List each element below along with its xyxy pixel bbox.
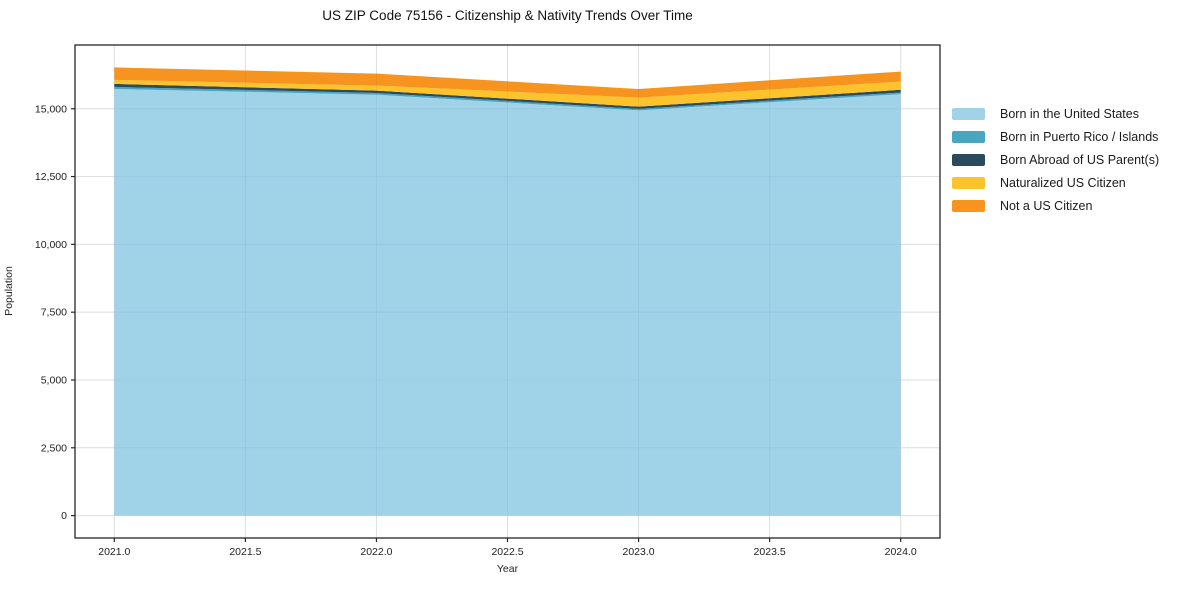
y-axis-ticks: 0 2,500 5,000 7,500 10,000 12,500 15,000 xyxy=(35,103,75,522)
area-series-2 xyxy=(114,83,901,109)
area-series-3 xyxy=(114,79,901,107)
y-tick-label: 15,000 xyxy=(35,103,67,115)
legend-item: Naturalized US Citizen xyxy=(952,171,1159,194)
y-tick-label: 12,500 xyxy=(35,171,67,183)
area-series-1 xyxy=(114,86,901,111)
x-tick-label: 2021.0 xyxy=(98,546,130,558)
x-tick-label: 2021.5 xyxy=(229,546,261,558)
x-tick-label: 2023.5 xyxy=(754,546,786,558)
legend-label: Not a US Citizen xyxy=(1000,198,1093,213)
legend-swatch xyxy=(952,176,985,189)
y-tick-label: 0 xyxy=(61,510,67,522)
x-tick-label: 2022.5 xyxy=(491,546,523,558)
x-axis-label: Year xyxy=(496,563,519,575)
y-tick-label: 10,000 xyxy=(35,239,67,251)
legend-label: Born Abroad of US Parent(s) xyxy=(1000,152,1160,167)
legend-item: Born in the United States xyxy=(952,102,1159,125)
gridlines-overlay xyxy=(75,45,940,538)
legend-swatch xyxy=(952,153,985,166)
legend-swatch xyxy=(952,107,985,120)
legend-swatch xyxy=(952,199,985,212)
area-series-4 xyxy=(114,67,901,98)
stacked-areas xyxy=(114,67,901,516)
legend-label: Born in Puerto Rico / Islands xyxy=(1000,129,1159,144)
x-tick-label: 2023.0 xyxy=(622,546,654,558)
x-tick-label: 2024.0 xyxy=(885,546,917,558)
legend-swatch xyxy=(952,130,985,143)
legend-item: Born Abroad of US Parent(s) xyxy=(952,148,1159,171)
y-tick-label: 2,500 xyxy=(41,442,67,454)
legend-label: Born in the United States xyxy=(1000,106,1139,121)
chart-title: US ZIP Code 75156 - Citizenship & Nativi… xyxy=(322,8,693,23)
legend-item: Not a US Citizen xyxy=(952,194,1159,217)
x-axis-ticks: 2021.0 2021.5 2022.0 2022.5 2023.0 2023.5 2024… xyxy=(98,538,917,558)
legend-label: Naturalized US Citizen xyxy=(1000,175,1126,190)
x-tick-label: 2022.0 xyxy=(360,546,392,558)
chart-legend: Born in the United States Born in Puerto … xyxy=(952,102,1159,217)
y-tick-label: 7,500 xyxy=(41,307,67,319)
legend-item: Born in Puerto Rico / Islands xyxy=(952,125,1159,148)
y-tick-label: 5,000 xyxy=(41,374,67,386)
area-series-0 xyxy=(114,89,901,516)
